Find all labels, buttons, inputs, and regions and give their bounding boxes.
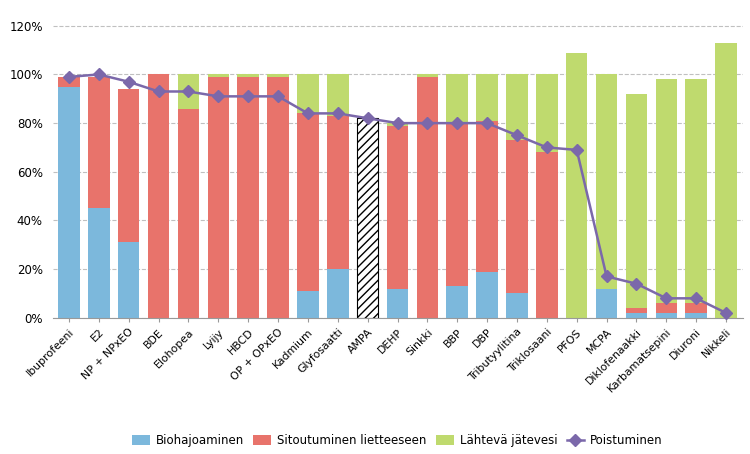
Bar [626, 313, 647, 318]
Bar [416, 77, 438, 318]
Bar [58, 77, 80, 87]
Bar [506, 140, 528, 293]
Bar [476, 271, 498, 318]
Bar [626, 308, 647, 313]
Bar [656, 313, 677, 318]
Bar [446, 286, 468, 318]
Bar [88, 77, 109, 208]
Bar [596, 74, 617, 289]
Bar [178, 74, 200, 109]
Bar [446, 123, 468, 286]
Bar [88, 208, 109, 318]
Bar [208, 74, 229, 77]
Bar [387, 126, 408, 289]
Bar [566, 53, 587, 318]
Bar [387, 289, 408, 318]
Bar [656, 303, 677, 313]
Bar [716, 43, 736, 318]
Bar [416, 74, 438, 77]
Bar [626, 94, 647, 308]
Bar [357, 118, 379, 318]
Legend: Biohajoaminen, Sitoutuminen lietteeseen, Lähtevä jätevesi, Poistuminen: Biohajoaminen, Sitoutuminen lietteeseen,… [128, 429, 668, 452]
Bar [536, 74, 557, 153]
Bar [327, 116, 349, 269]
Bar [297, 291, 319, 318]
Bar [446, 74, 468, 123]
Bar [686, 79, 707, 303]
Bar [387, 123, 408, 126]
Bar [686, 313, 707, 318]
Bar [476, 121, 498, 271]
Bar [238, 74, 259, 77]
Bar [267, 74, 289, 77]
Bar [686, 303, 707, 313]
Bar [506, 293, 528, 318]
Bar [148, 74, 170, 318]
Bar [267, 77, 289, 318]
Bar [357, 118, 379, 318]
Bar [58, 87, 80, 318]
Bar [118, 242, 140, 318]
Bar [297, 74, 319, 114]
Bar [476, 74, 498, 121]
Bar [536, 153, 557, 318]
Bar [327, 269, 349, 318]
Bar [208, 77, 229, 318]
Bar [178, 109, 200, 318]
Bar [118, 89, 140, 242]
Bar [506, 74, 528, 140]
Bar [297, 114, 319, 291]
Bar [596, 289, 617, 318]
Bar [656, 79, 677, 303]
Bar [327, 74, 349, 116]
Bar [238, 77, 259, 318]
